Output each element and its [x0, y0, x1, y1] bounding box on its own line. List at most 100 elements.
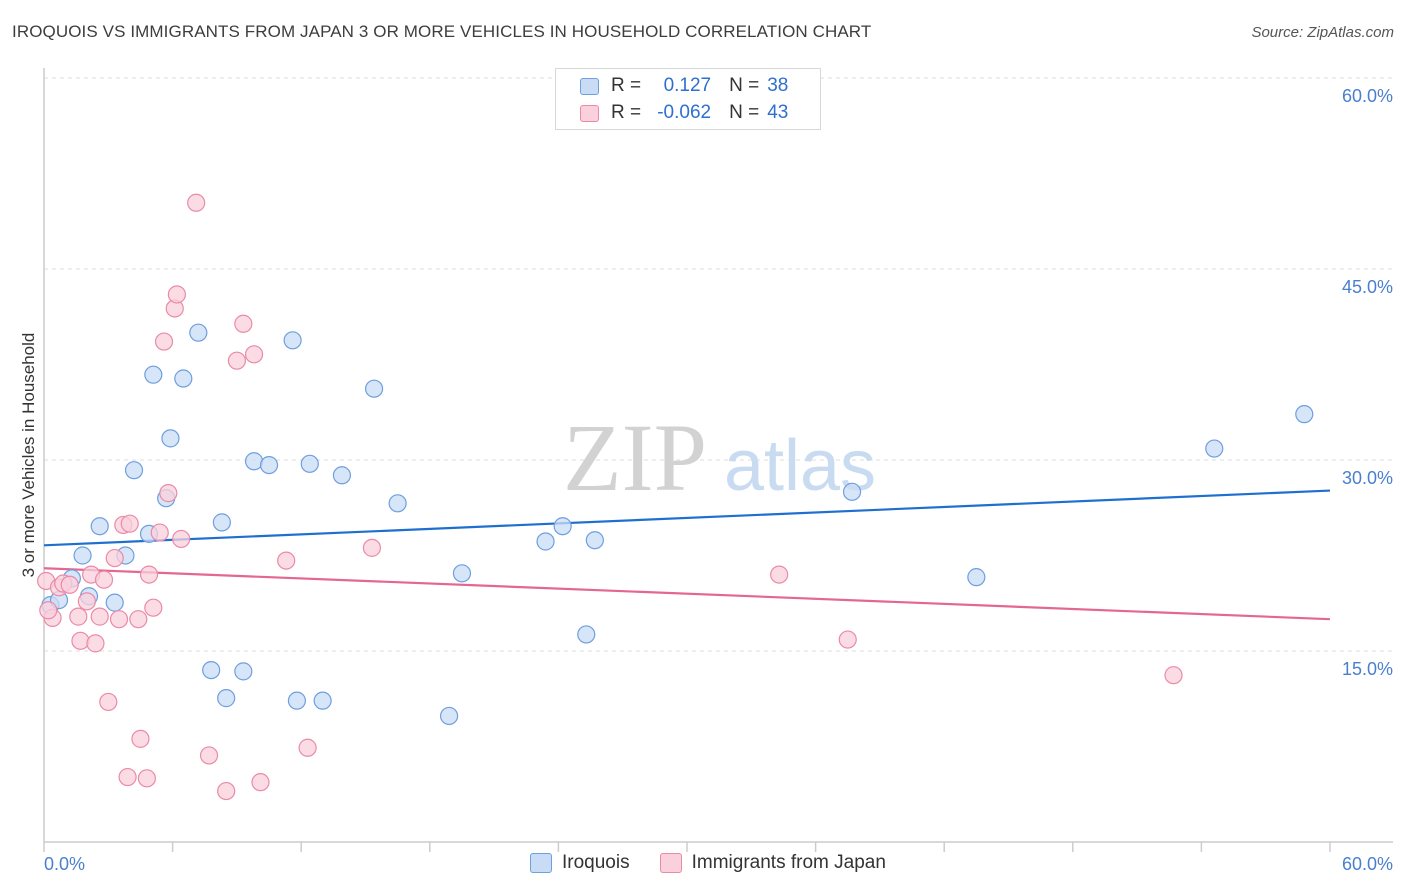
point-japan[interactable]: [244, 345, 264, 364]
point-japan[interactable]: [105, 548, 124, 568]
point-iroquois[interactable]: [300, 454, 319, 473]
japan-swatch: [580, 104, 599, 122]
point-japan[interactable]: [118, 767, 137, 787]
point-japan[interactable]: [150, 523, 169, 542]
stats-row-iroquois: R = 0.127 N = 38: [580, 73, 788, 99]
point-japan[interactable]: [159, 484, 178, 503]
point-iroquois[interactable]: [553, 517, 572, 536]
r-label: R =: [611, 75, 642, 96]
watermark-zip: ZIP: [563, 404, 707, 511]
point-iroquois[interactable]: [105, 593, 124, 612]
point-japan[interactable]: [234, 314, 253, 333]
point-iroquois[interactable]: [388, 494, 407, 513]
watermark: ZIP atlas: [563, 404, 876, 511]
point-iroquois[interactable]: [189, 323, 208, 342]
point-iroquois[interactable]: [967, 568, 986, 587]
r-label: R =: [611, 102, 642, 123]
point-japan[interactable]: [120, 514, 139, 533]
point-iroquois[interactable]: [577, 625, 596, 644]
point-iroquois[interactable]: [90, 517, 109, 536]
legend-label-japan: Immigrants from Japan: [691, 852, 886, 873]
point-japan[interactable]: [90, 607, 109, 626]
axes: [43, 68, 1393, 852]
y-axis-label: 3 or more Vehicles in Household: [19, 333, 38, 578]
point-iroquois[interactable]: [174, 369, 193, 388]
data-points: [37, 193, 1314, 801]
point-japan[interactable]: [298, 738, 317, 757]
point-japan[interactable]: [129, 610, 148, 629]
point-iroquois[interactable]: [234, 662, 253, 681]
point-japan[interactable]: [99, 692, 118, 712]
point-japan[interactable]: [770, 565, 789, 584]
r-value: -0.062: [657, 102, 712, 123]
point-japan[interactable]: [86, 634, 105, 653]
y-tick-label: 60.0%: [1342, 86, 1393, 106]
point-iroquois[interactable]: [332, 466, 352, 485]
point-japan[interactable]: [362, 538, 382, 557]
legend-swatch-iroquois: [530, 853, 552, 873]
iroquois-swatch: [580, 77, 599, 95]
point-iroquois[interactable]: [144, 365, 163, 384]
point-japan[interactable]: [277, 551, 296, 570]
point-japan[interactable]: [109, 610, 129, 629]
point-iroquois[interactable]: [1205, 439, 1224, 458]
point-iroquois[interactable]: [124, 461, 144, 480]
point-japan[interactable]: [69, 607, 88, 626]
stats-legend-box: R = 0.127 N = 38 R = -0.062 N = 43: [555, 68, 821, 130]
point-iroquois[interactable]: [536, 532, 555, 551]
y-tick-label: 30.0%: [1342, 468, 1393, 488]
point-japan[interactable]: [137, 769, 156, 788]
x-tick-label-min: 0.0%: [44, 854, 85, 874]
point-iroquois[interactable]: [259, 455, 279, 475]
point-japan[interactable]: [131, 729, 150, 748]
point-iroquois[interactable]: [287, 691, 307, 710]
legend-swatch-japan: [659, 853, 682, 873]
point-japan[interactable]: [71, 631, 90, 650]
point-iroquois[interactable]: [585, 531, 604, 550]
point-iroquois[interactable]: [1295, 405, 1314, 424]
point-japan[interactable]: [39, 601, 58, 620]
point-iroquois[interactable]: [439, 706, 459, 726]
point-japan[interactable]: [199, 746, 219, 765]
trend-lines: [43, 489, 1331, 621]
point-japan[interactable]: [1164, 666, 1183, 685]
point-iroquois[interactable]: [452, 564, 472, 583]
series-legend: Iroquois Immigrants from Japan: [530, 852, 916, 874]
point-iroquois[interactable]: [202, 660, 221, 680]
point-iroquois[interactable]: [313, 691, 332, 710]
point-iroquois[interactable]: [244, 452, 264, 471]
point-iroquois[interactable]: [73, 546, 92, 565]
point-iroquois[interactable]: [364, 379, 384, 398]
point-japan[interactable]: [139, 565, 159, 584]
point-iroquois[interactable]: [842, 482, 862, 501]
point-iroquois[interactable]: [212, 513, 231, 532]
point-japan[interactable]: [187, 193, 206, 212]
legend-item-japan[interactable]: Immigrants from Japan: [659, 852, 886, 874]
point-japan[interactable]: [172, 529, 191, 549]
point-japan[interactable]: [838, 630, 857, 649]
point-japan[interactable]: [154, 332, 174, 351]
n-value: 38: [767, 75, 789, 96]
y-tick-label: 15.0%: [1342, 659, 1393, 679]
chart-title: IROQUOIS VS IMMIGRANTS FROM JAPAN 3 OR M…: [12, 22, 872, 41]
trend-line-japan: [43, 567, 1331, 621]
r-value: 0.127: [663, 75, 712, 96]
point-japan[interactable]: [60, 575, 79, 594]
point-iroquois[interactable]: [161, 429, 180, 448]
point-iroquois[interactable]: [283, 331, 302, 350]
point-japan[interactable]: [227, 351, 246, 370]
point-japan[interactable]: [94, 570, 114, 589]
source-credit: Source: ZipAtlas.com: [1251, 24, 1394, 41]
trend-line-iroquois: [43, 489, 1331, 547]
point-japan[interactable]: [77, 592, 96, 611]
legend-item-iroquois[interactable]: Iroquois: [530, 852, 630, 874]
y-tick-label: 45.0%: [1342, 277, 1393, 297]
point-japan[interactable]: [144, 598, 163, 617]
point-japan[interactable]: [167, 285, 186, 304]
point-japan[interactable]: [251, 773, 270, 792]
point-iroquois[interactable]: [217, 689, 236, 708]
n-label: N =: [729, 75, 760, 96]
gridlines: [44, 77, 1393, 652]
point-japan[interactable]: [217, 781, 236, 801]
